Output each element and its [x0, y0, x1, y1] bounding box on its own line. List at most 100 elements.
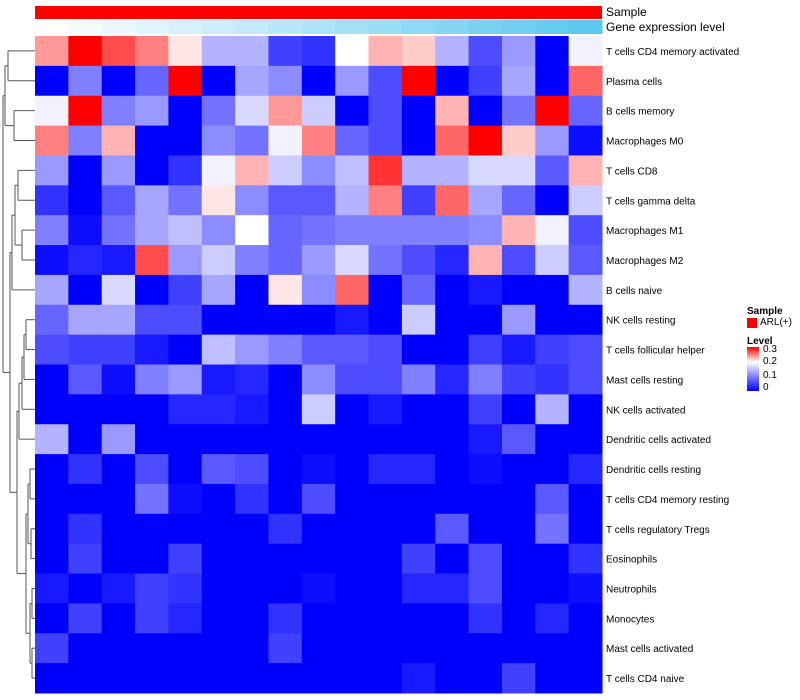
- heatmap-cell: [35, 245, 69, 276]
- heatmap-cell: [368, 364, 403, 395]
- heatmap-cell: [135, 274, 169, 306]
- heatmap-cell: [501, 513, 536, 545]
- heatmap-cell: [268, 633, 303, 664]
- heatmap-cell: [268, 185, 303, 216]
- level-tick-0: 0: [763, 382, 769, 393]
- heatmap-cell: [535, 603, 570, 634]
- heatmap-cell: [568, 483, 603, 515]
- heatmap-cell: [435, 304, 470, 336]
- heatmap-cell: [535, 663, 570, 694]
- heatmap-cell: [201, 155, 236, 186]
- heatmap-cell: [301, 245, 336, 276]
- heatmap-cell: [401, 394, 436, 425]
- heatmap-cell: [135, 304, 169, 336]
- heatmap-cell: [135, 424, 169, 455]
- heatmap-cell: [535, 334, 570, 365]
- heatmap-cell: [568, 603, 603, 634]
- heatmap-cell: [235, 513, 269, 545]
- heatmap-cell: [235, 185, 269, 216]
- row-label: Eosinophils: [606, 555, 657, 566]
- gene-expression-cell: [35, 20, 69, 34]
- heatmap-cell: [368, 543, 403, 575]
- heatmap-cell: [268, 95, 303, 127]
- heatmap-cell: [535, 394, 570, 425]
- heatmap-cell: [268, 334, 303, 365]
- heatmap-cell: [535, 36, 570, 67]
- heatmap-cell: [568, 394, 603, 425]
- heatmap-cell: [135, 483, 169, 515]
- heatmap-cell: [535, 454, 570, 485]
- heatmap-cell: [401, 304, 436, 336]
- heatmap-cell: [168, 215, 203, 246]
- heatmap-cell: [501, 245, 536, 276]
- heatmap-cell: [501, 274, 536, 306]
- gene-expression-cell: [401, 20, 436, 34]
- heatmap-cell: [401, 125, 436, 156]
- heatmap-cell: [535, 573, 570, 604]
- heatmap-cell: [68, 274, 103, 306]
- heatmap-cell: [201, 125, 236, 156]
- heatmap-cells: [35, 36, 603, 694]
- heatmap-cell: [468, 304, 503, 336]
- heatmap-cell: [268, 603, 303, 634]
- heatmap-cell: [168, 245, 203, 276]
- heatmap-cell: [535, 65, 570, 97]
- heatmap-cell: [335, 364, 370, 395]
- heatmap-cell: [268, 304, 303, 336]
- heatmap-cell: [301, 543, 336, 575]
- heatmap-cell: [135, 394, 169, 425]
- heatmap-cell: [335, 633, 370, 664]
- heatmap-cell: [301, 65, 336, 97]
- gene-expression-cell: [501, 20, 536, 34]
- heatmap-cell: [501, 424, 536, 455]
- gene-expression-cell: [168, 20, 203, 34]
- heatmap-cell: [435, 245, 470, 276]
- heatmap-cell: [501, 95, 536, 127]
- heatmap-cell: [135, 155, 169, 186]
- heatmap-cell: [35, 36, 69, 67]
- heatmap-cell: [535, 155, 570, 186]
- heatmap-cell: [168, 573, 203, 604]
- gene-expression-cell: [568, 20, 603, 34]
- heatmap-cell: [301, 304, 336, 336]
- heatmap-cell: [268, 215, 303, 246]
- sample-legend-entry: ARL(+): [747, 317, 792, 328]
- heatmap-cell: [201, 543, 236, 575]
- heatmap-cell: [535, 633, 570, 664]
- heatmap-cell: [135, 65, 169, 97]
- heatmap-cell: [401, 274, 436, 306]
- heatmap-cell: [235, 155, 269, 186]
- heatmap-cell: [435, 513, 470, 545]
- heatmap-cell: [368, 633, 403, 664]
- heatmap-cell: [268, 245, 303, 276]
- heatmap-cell: [568, 573, 603, 604]
- heatmap-cell: [101, 663, 136, 694]
- heatmap-cell: [368, 185, 403, 216]
- heatmap-cell: [268, 454, 303, 485]
- heatmap-cell: [235, 633, 269, 664]
- heatmap-cell: [35, 185, 69, 216]
- heatmap-cell: [235, 274, 269, 306]
- row-label: Mast cells resting: [606, 375, 683, 386]
- heatmap-cell: [235, 65, 269, 97]
- heatmap-cell: [201, 603, 236, 634]
- row-labels: T cells CD4 memory activated Plasma cells…: [606, 47, 739, 685]
- heatmap-cell: [401, 364, 436, 395]
- row-label: T cells CD4 naive: [606, 674, 685, 685]
- heatmap-cell: [135, 364, 169, 395]
- heatmap-cell: [168, 454, 203, 485]
- heatmap-cell: [301, 215, 336, 246]
- heatmap-cell: [401, 36, 436, 67]
- heatmap-cell: [101, 215, 136, 246]
- heatmap-cell: [468, 364, 503, 395]
- heatmap-cell: [501, 633, 536, 664]
- heatmap-cell: [535, 364, 570, 395]
- heatmap-cell: [468, 36, 503, 67]
- heatmap-cell: [501, 364, 536, 395]
- heatmap-cell: [68, 364, 103, 395]
- heatmap-cell: [535, 95, 570, 127]
- gene-expression-cell: [468, 20, 503, 34]
- level-gradient-bar: 0.3 0.2 0.1 0: [747, 345, 777, 393]
- heatmap-cell: [368, 483, 403, 515]
- row-label: T cells CD8: [606, 166, 658, 177]
